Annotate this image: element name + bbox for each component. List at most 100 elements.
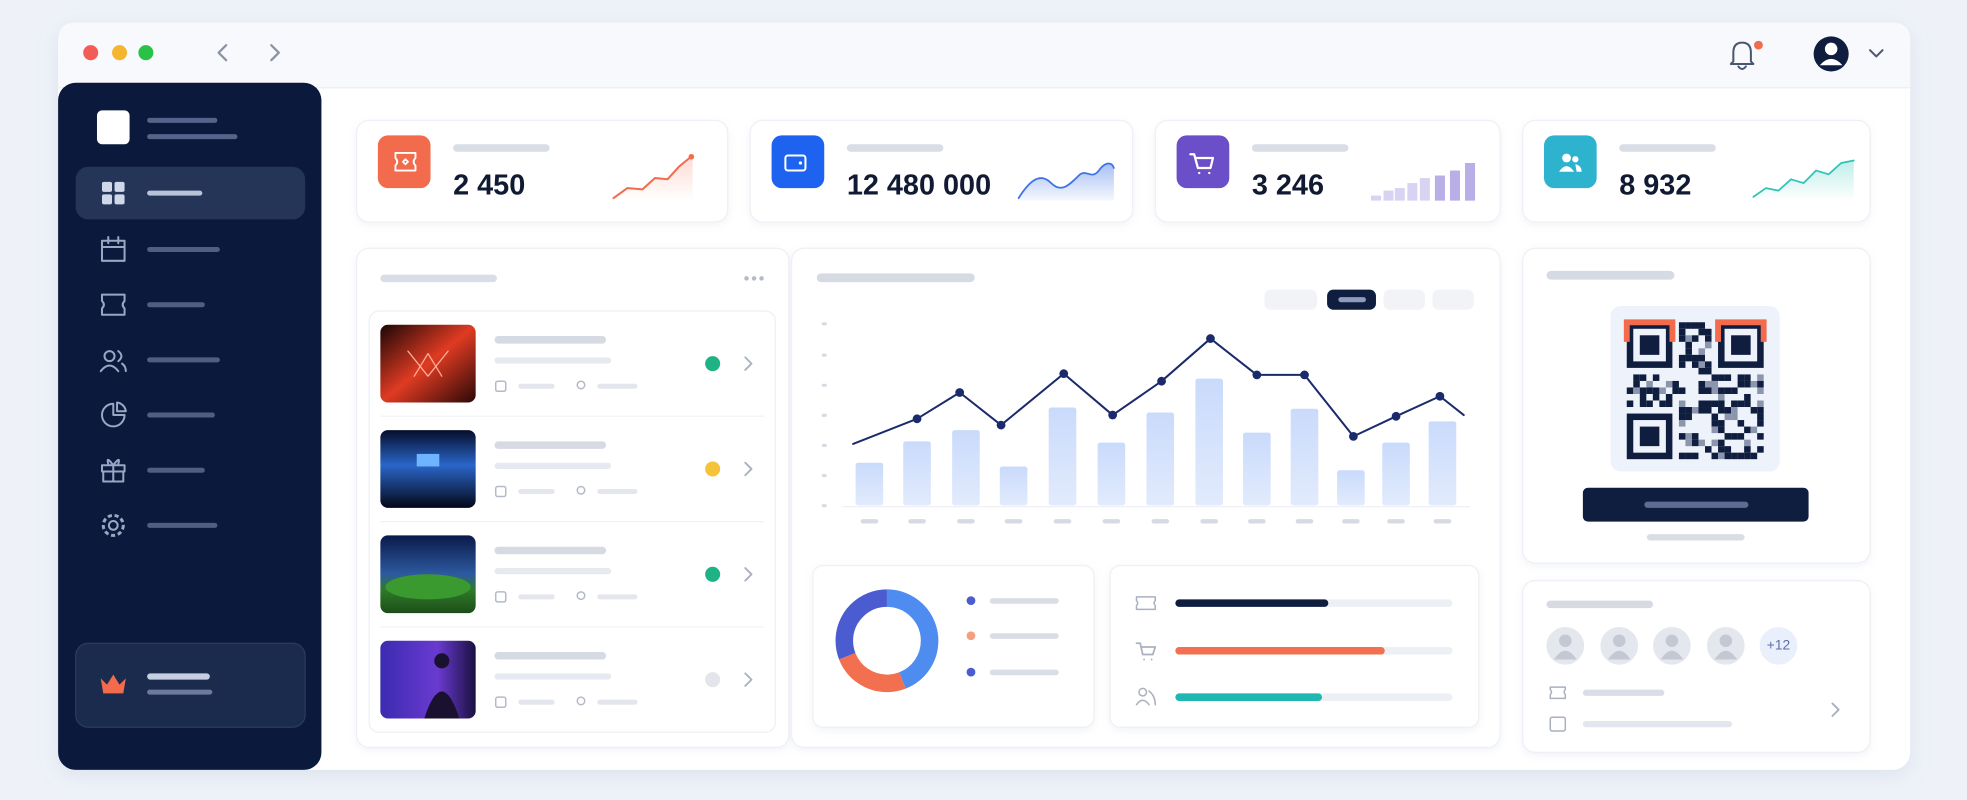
legend-dot <box>966 631 976 641</box>
progress-icon <box>1135 642 1157 661</box>
legend-dot <box>966 596 976 606</box>
qr-module <box>1718 420 1725 427</box>
sparkline-area <box>1018 163 1114 201</box>
singer <box>424 691 460 719</box>
x-tick-stub <box>1295 519 1314 524</box>
placeholder-bar <box>147 190 203 196</box>
attendee-body <box>1607 650 1631 660</box>
qr-module <box>1665 380 1673 388</box>
wallet-glyph <box>784 154 807 172</box>
qr-module <box>1711 439 1719 447</box>
qr-module <box>1678 387 1686 394</box>
progress-icon <box>1135 690 1157 706</box>
status-dot <box>705 566 721 582</box>
placeholder-bar <box>494 357 612 364</box>
qr-module <box>1744 374 1751 381</box>
qr-module <box>1685 452 1692 460</box>
placeholder-bar <box>494 652 607 660</box>
users-glyph <box>1572 156 1579 163</box>
qr-module <box>1757 380 1764 388</box>
placeholder-bar <box>1646 534 1745 541</box>
qr-module <box>1711 380 1719 388</box>
qr-module <box>1705 380 1712 388</box>
placeholder-bar <box>989 669 1059 676</box>
chart-point <box>1108 410 1118 420</box>
date-icon <box>494 485 507 498</box>
location-icon <box>576 380 586 390</box>
chart-bar <box>952 430 980 506</box>
legend-dot <box>966 667 976 677</box>
placeholder-bar <box>494 462 612 469</box>
chart-point <box>1206 334 1215 343</box>
qr-module <box>1737 374 1745 381</box>
qr-module <box>1711 400 1719 408</box>
qr-module <box>1757 400 1764 408</box>
chart-bar <box>855 462 884 506</box>
back-button <box>217 44 228 62</box>
sparkline-bar <box>1394 188 1405 201</box>
chart-bar <box>1097 442 1126 506</box>
nav-icon <box>101 194 113 205</box>
qr-module <box>1678 400 1686 408</box>
placeholder-bar <box>453 144 550 152</box>
notification-badge <box>1754 40 1763 50</box>
users-glyph <box>1575 164 1582 172</box>
qr-module <box>1678 322 1686 329</box>
more-dot <box>744 276 749 281</box>
sparkline-bar <box>1383 190 1394 201</box>
qr-module <box>1698 354 1706 362</box>
attendee-head <box>1719 634 1733 648</box>
placeholder-bar <box>518 594 555 600</box>
qr-module <box>1672 380 1679 388</box>
x-tick-stub <box>1004 519 1023 524</box>
qr-module <box>1691 433 1699 440</box>
qr-module <box>1698 348 1706 355</box>
qr-module <box>1691 407 1699 414</box>
qr-module <box>1691 322 1699 329</box>
qr-module <box>1711 426 1719 434</box>
chart-bar <box>1048 407 1077 506</box>
account-menu-chevron <box>1869 49 1884 58</box>
date-icon <box>494 696 507 708</box>
qr-module <box>1626 400 1634 408</box>
chart-point <box>1391 411 1401 421</box>
qr-module <box>1744 380 1751 388</box>
donut-card <box>812 564 1095 728</box>
placeholder-bar <box>989 598 1059 604</box>
nav-icon <box>114 194 125 205</box>
qr-finder <box>1639 335 1660 355</box>
qr-module <box>1705 341 1712 349</box>
date-icon <box>494 591 507 603</box>
qr-module <box>1718 426 1725 434</box>
location-icon <box>576 696 586 706</box>
qr-module <box>1698 400 1706 408</box>
qr-module <box>1646 400 1653 408</box>
qr-module <box>1731 400 1738 408</box>
x-tick-stub <box>1053 519 1072 524</box>
qr-module <box>1750 452 1758 460</box>
qr-module <box>1652 393 1660 401</box>
qr-module <box>1633 380 1640 388</box>
nav-icon <box>101 181 113 192</box>
qr-module <box>1750 407 1758 414</box>
qr-module <box>1705 400 1712 408</box>
chart-line <box>852 337 1465 445</box>
attendee-head <box>1559 634 1572 648</box>
qr-module <box>1691 354 1699 362</box>
placeholder-bar <box>147 117 218 123</box>
qr-module <box>1718 452 1725 460</box>
qr-module <box>1691 439 1699 447</box>
chart-point <box>1435 391 1445 401</box>
stat-icon <box>771 135 825 189</box>
more-dot <box>759 276 764 281</box>
stage-screen <box>416 453 440 467</box>
qr-module <box>1691 361 1699 368</box>
qr-module <box>1698 367 1706 375</box>
placeholder-bar <box>1619 144 1716 152</box>
placeholder-bar <box>1582 689 1665 696</box>
stage-lights <box>407 350 449 377</box>
qr-module <box>1685 341 1692 349</box>
qr-module <box>1698 322 1706 329</box>
qr-module <box>1646 387 1653 394</box>
placeholder-bar <box>846 144 944 152</box>
